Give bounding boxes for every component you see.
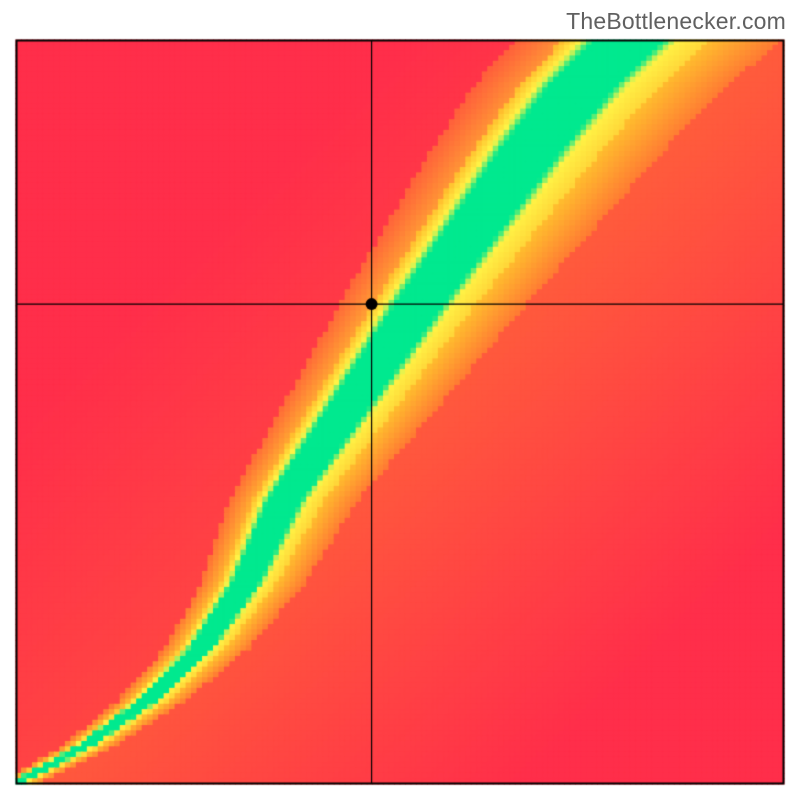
chart-container: TheBottlenecker.com	[0, 0, 800, 800]
heatmap-canvas	[0, 0, 800, 800]
watermark-text: TheBottlenecker.com	[566, 8, 786, 35]
